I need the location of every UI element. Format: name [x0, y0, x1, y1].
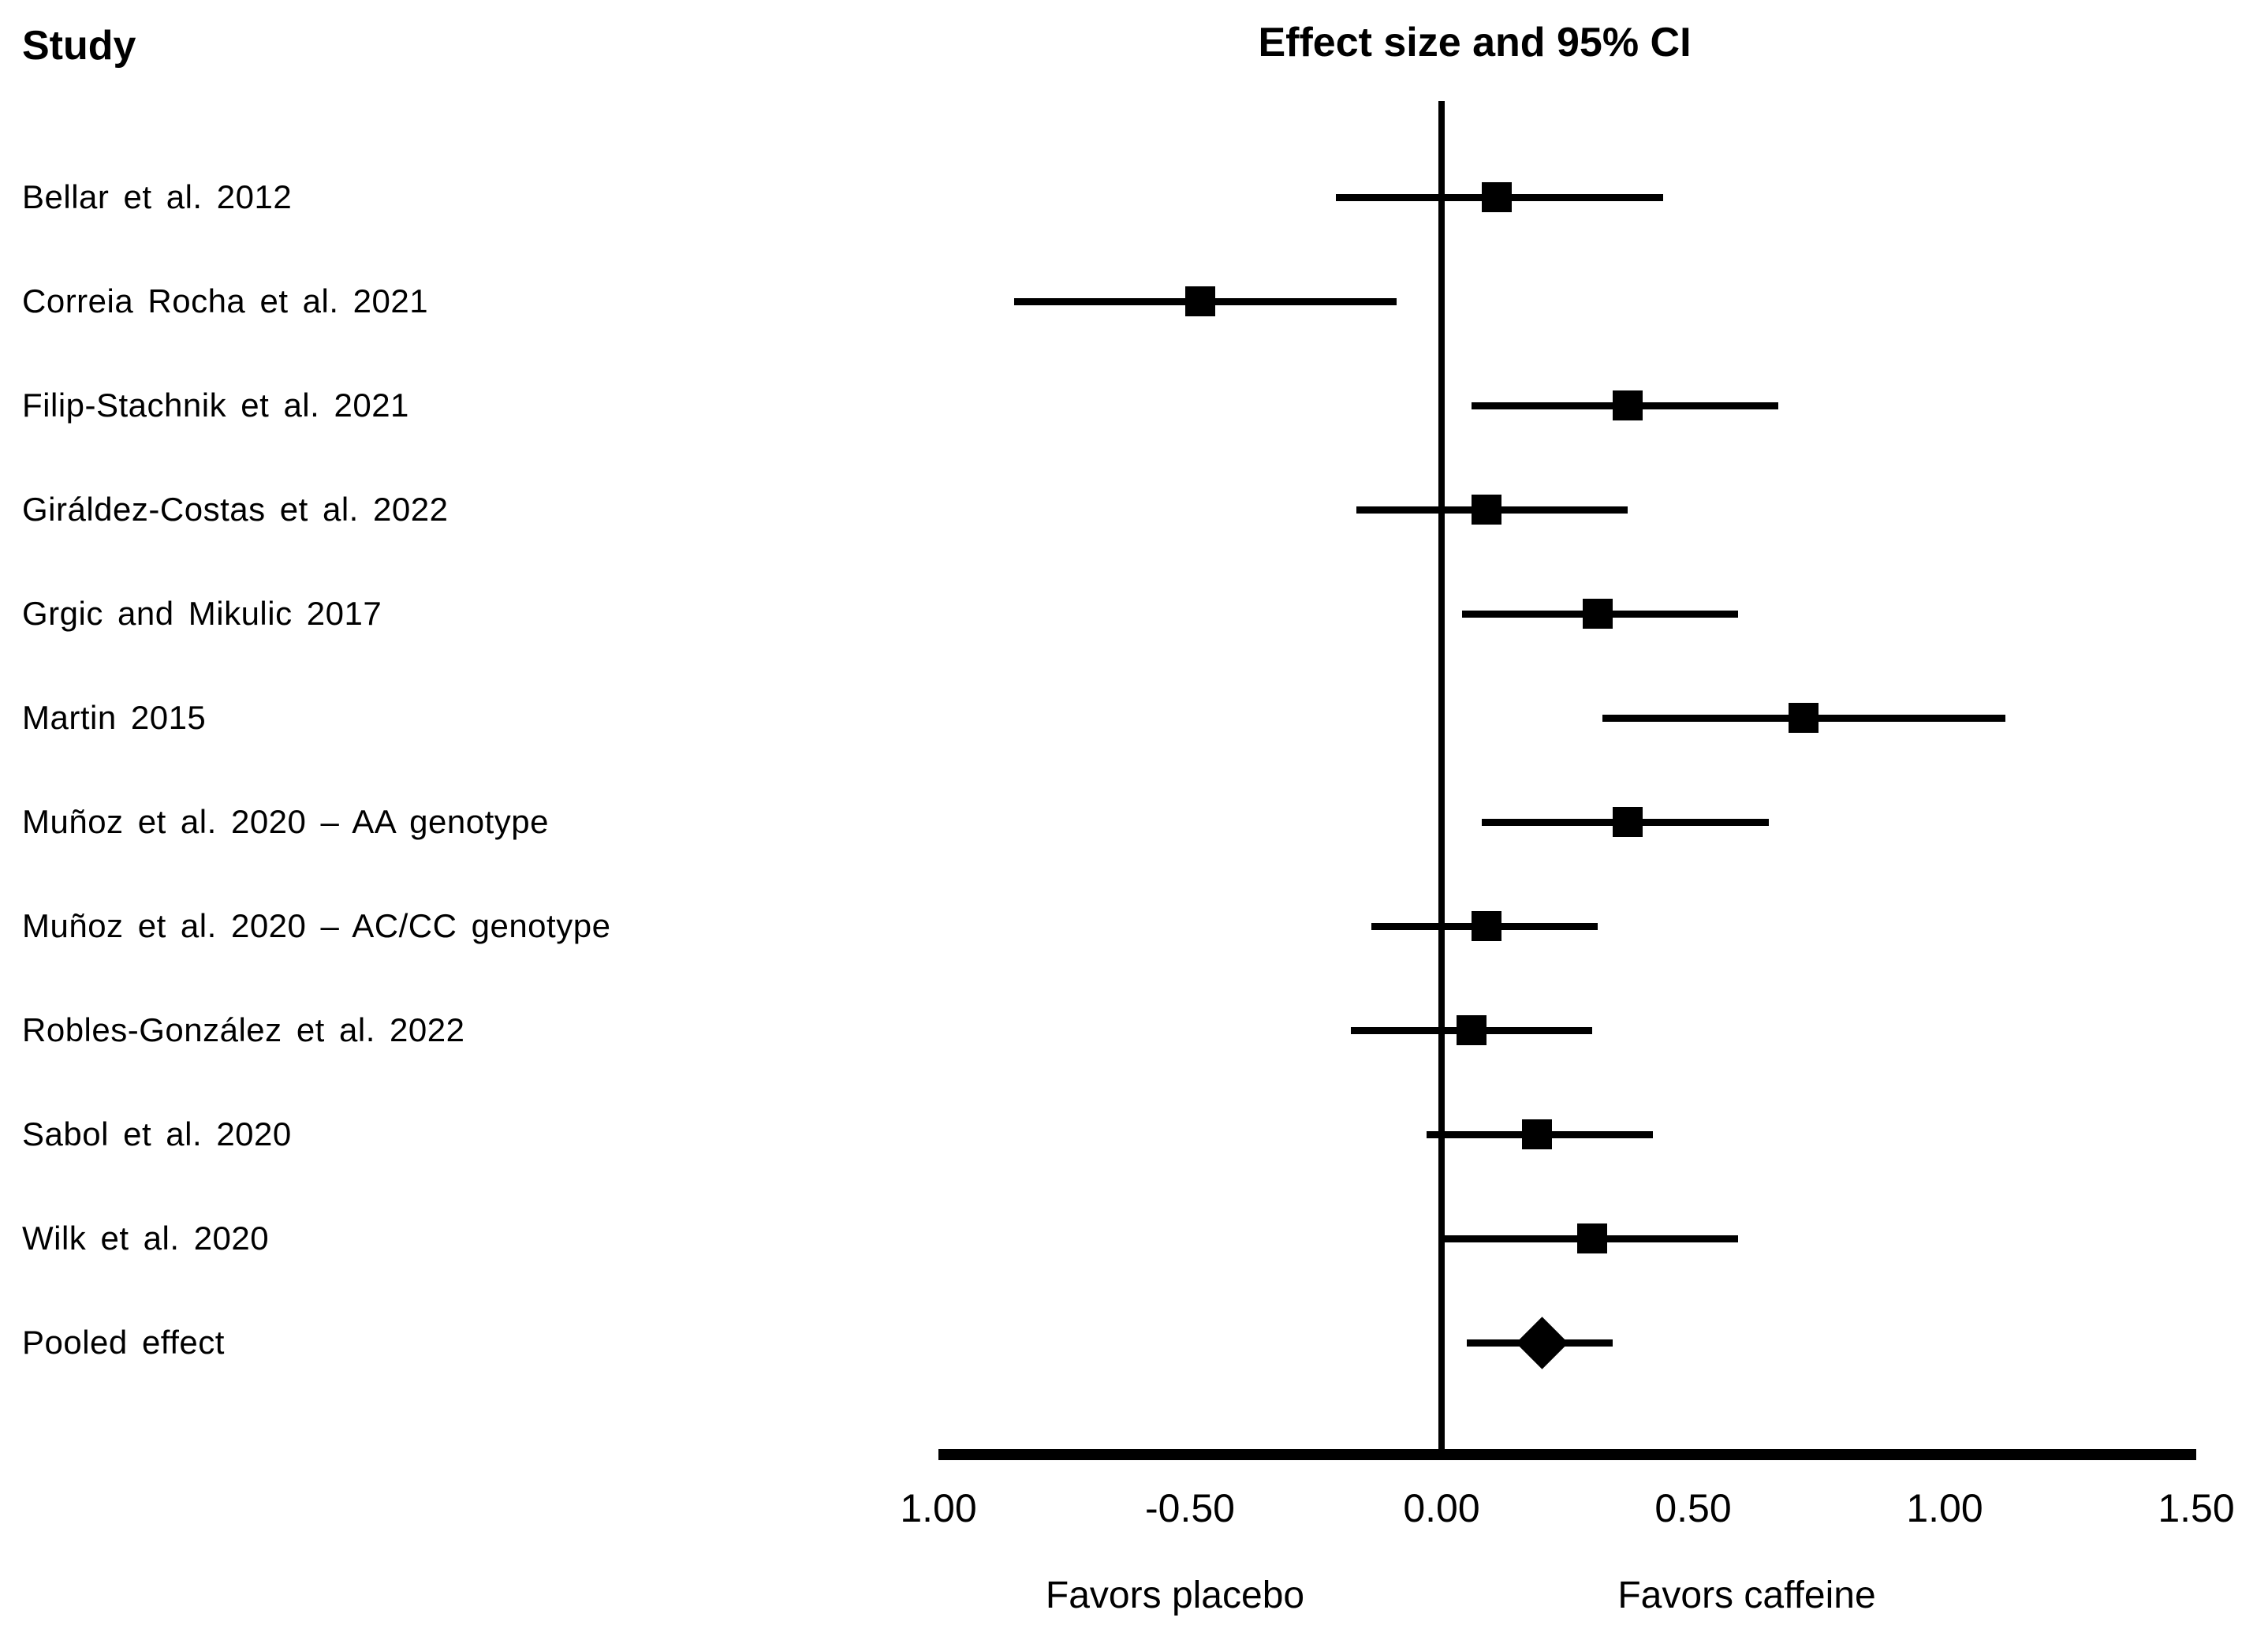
- pooled-diamond-marker: [1516, 1316, 1569, 1369]
- favors-placebo-label: Favors placebo: [1045, 1575, 1305, 1616]
- effect-square-marker: [1482, 182, 1513, 212]
- x-axis-tick-label: 0.00: [1403, 1486, 1480, 1530]
- study-label: Grgic and Mikulic 2017: [22, 595, 382, 632]
- study-label: Correia Rocha et al. 2021: [22, 282, 429, 319]
- effect-square-marker: [1472, 495, 1502, 525]
- study-label: Muñoz et al. 2020 – AA genotype: [22, 803, 549, 840]
- study-label: Giráldez-Costas et al. 2022: [22, 491, 449, 528]
- effect-square-marker: [1457, 1015, 1487, 1045]
- zero-reference-line: [1438, 101, 1445, 1460]
- plot-title: Effect size and 95% CI: [1258, 20, 1692, 65]
- study-label: Wilk et al. 2020: [22, 1220, 270, 1257]
- effect-square-marker: [1472, 911, 1502, 941]
- study-label: Martin 2015: [22, 699, 207, 736]
- x-axis-tick-label: 1.00: [1906, 1486, 1983, 1530]
- study-label: Bellar et al. 2012: [22, 178, 293, 215]
- study-column-title: Study: [22, 23, 136, 69]
- effect-square-marker: [1613, 390, 1643, 420]
- study-label: Sabol et al. 2020: [22, 1115, 292, 1152]
- effect-square-marker: [1789, 703, 1819, 733]
- effect-square-marker: [1613, 807, 1643, 837]
- x-axis-tick-label: 1.00: [900, 1486, 977, 1530]
- x-axis-tick-label: -0.50: [1145, 1486, 1235, 1530]
- study-label: Pooled effect: [22, 1324, 225, 1361]
- study-label: Robles-González et al. 2022: [22, 1011, 465, 1048]
- effect-square-marker: [1577, 1223, 1608, 1253]
- favors-caffeine-label: Favors caffeine: [1617, 1575, 1876, 1616]
- study-label: Filip-Stachnik et al. 2021: [22, 387, 409, 424]
- effect-square-marker: [1184, 286, 1215, 316]
- study-label: Muñoz et al. 2020 – AC/CC genotype: [22, 907, 611, 944]
- effect-square-marker: [1522, 1119, 1553, 1149]
- x-axis-line: [938, 1449, 2196, 1460]
- x-axis-tick-label: 0.50: [1654, 1486, 1732, 1530]
- effect-square-marker: [1582, 599, 1613, 629]
- x-axis-tick-label: 1.50: [2158, 1486, 2235, 1530]
